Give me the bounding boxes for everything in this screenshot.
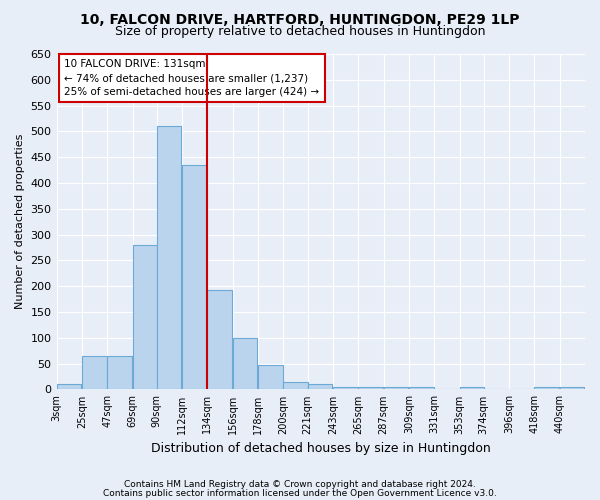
Text: 10 FALCON DRIVE: 131sqm
← 74% of detached houses are smaller (1,237)
25% of semi: 10 FALCON DRIVE: 131sqm ← 74% of detache… bbox=[64, 59, 320, 97]
Bar bbox=[133, 245, 157, 390]
Bar bbox=[182, 165, 207, 390]
Text: Contains HM Land Registry data © Crown copyright and database right 2024.: Contains HM Land Registry data © Crown c… bbox=[124, 480, 476, 489]
Bar bbox=[560, 387, 584, 390]
Text: Size of property relative to detached houses in Huntingdon: Size of property relative to detached ho… bbox=[115, 25, 485, 38]
Bar bbox=[283, 382, 308, 390]
Bar bbox=[56, 384, 81, 390]
Y-axis label: Number of detached properties: Number of detached properties bbox=[15, 134, 25, 310]
Bar bbox=[258, 365, 283, 390]
Bar bbox=[208, 290, 232, 390]
Bar bbox=[308, 384, 332, 390]
Bar bbox=[82, 356, 107, 390]
Bar bbox=[233, 338, 257, 390]
Bar bbox=[157, 126, 181, 390]
Bar bbox=[358, 387, 383, 390]
Text: 10, FALCON DRIVE, HARTFORD, HUNTINGDON, PE29 1LP: 10, FALCON DRIVE, HARTFORD, HUNTINGDON, … bbox=[80, 12, 520, 26]
X-axis label: Distribution of detached houses by size in Huntingdon: Distribution of detached houses by size … bbox=[151, 442, 491, 455]
Bar bbox=[460, 387, 484, 390]
Bar bbox=[383, 387, 408, 390]
Bar bbox=[107, 356, 132, 390]
Bar bbox=[409, 387, 434, 390]
Text: Contains public sector information licensed under the Open Government Licence v3: Contains public sector information licen… bbox=[103, 488, 497, 498]
Bar bbox=[333, 387, 358, 390]
Bar bbox=[535, 387, 559, 390]
